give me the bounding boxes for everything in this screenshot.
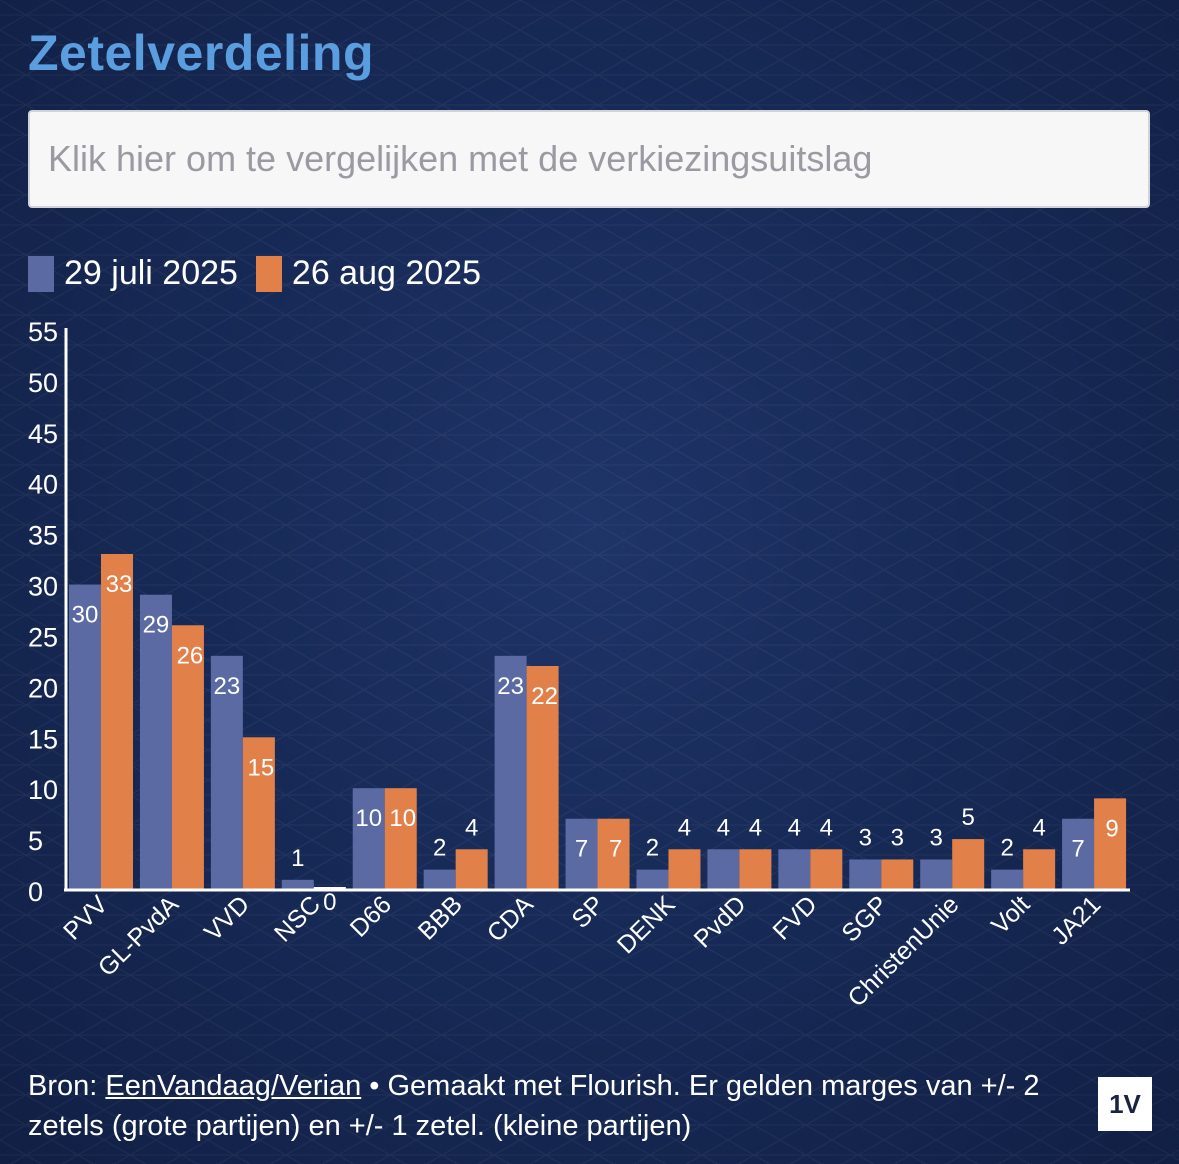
data-label: 0 — [323, 889, 336, 916]
legend-swatch-series-2 — [255, 255, 282, 292]
eenvandaag-logo: 1V — [1098, 1077, 1152, 1131]
data-label: 4 — [717, 814, 730, 841]
bar — [281, 879, 314, 890]
data-label: 10 — [389, 805, 416, 832]
y-tick-label: 30 — [28, 572, 58, 602]
legend-item-series-1[interactable]: 29 juli 2025 — [28, 254, 238, 293]
x-tick-label: Volt — [986, 890, 1035, 939]
compare-election-result-button[interactable]: Klik hier om te vergelijken met de verki… — [28, 110, 1150, 208]
bar — [1094, 798, 1127, 890]
data-label: 4 — [788, 814, 801, 841]
data-label: 10 — [355, 805, 382, 832]
data-label: 33 — [106, 571, 133, 598]
bar — [384, 788, 417, 890]
bar — [991, 869, 1024, 890]
bar — [423, 869, 456, 890]
data-label: 9 — [1105, 815, 1118, 842]
bar — [952, 839, 985, 890]
bar — [636, 869, 669, 890]
x-tick-label: BBB — [413, 890, 468, 945]
data-label: 7 — [575, 836, 588, 863]
y-tick-label: 50 — [28, 368, 58, 398]
bar — [849, 859, 882, 890]
x-tick-label: PVV — [58, 890, 113, 945]
bar — [810, 849, 843, 890]
bar — [1023, 849, 1056, 890]
y-tick-label: 45 — [28, 419, 58, 449]
data-label: 1 — [291, 845, 304, 872]
legend-swatch-series-1 — [28, 255, 54, 292]
bar — [1062, 818, 1095, 890]
y-tick-label: 20 — [28, 673, 58, 703]
source-link[interactable]: EenVandaag/Verian — [105, 1070, 362, 1102]
x-tick-label: DENK — [612, 890, 681, 959]
bar — [139, 594, 172, 890]
data-label: 3 — [859, 824, 872, 851]
data-label: 23 — [497, 673, 524, 700]
y-tick-label: 10 — [28, 775, 58, 805]
bar — [210, 655, 243, 890]
data-label: 4 — [678, 814, 691, 841]
data-label: 22 — [531, 683, 558, 710]
data-label: 15 — [248, 754, 275, 781]
x-tick-label: NSC — [269, 890, 326, 947]
y-tick-label: 40 — [28, 470, 58, 500]
data-label: 30 — [72, 602, 99, 629]
x-tick-label: CDA — [482, 890, 539, 947]
x-tick-label: FVD — [767, 890, 822, 945]
x-tick-label: D66 — [345, 890, 397, 942]
data-label: 2 — [646, 835, 659, 862]
bar — [455, 849, 488, 890]
x-tick-label: JA21 — [1046, 890, 1106, 950]
x-tick-label: SP — [566, 890, 609, 933]
bar — [69, 584, 101, 890]
page-title: Zetelverdeling — [28, 25, 374, 81]
data-label: 4 — [820, 814, 833, 841]
y-tick-label: 35 — [28, 521, 58, 551]
bar — [668, 849, 701, 890]
x-tick-label: PvdD — [689, 890, 752, 953]
data-label: 7 — [1071, 836, 1084, 863]
data-label: 23 — [214, 673, 241, 700]
chart-legend: 29 juli 2025 26 aug 2025 — [28, 254, 499, 293]
bar — [881, 859, 914, 890]
x-tick-label: VVD — [199, 890, 255, 946]
bar — [565, 818, 598, 890]
data-label: 7 — [609, 836, 622, 863]
data-label: 4 — [465, 814, 478, 841]
data-label: 29 — [143, 612, 170, 639]
source-prefix: Bron: — [28, 1070, 106, 1102]
x-tick-label: SGP — [836, 890, 893, 947]
bar — [778, 849, 811, 890]
data-label: 5 — [962, 804, 975, 831]
data-label: 4 — [749, 814, 762, 841]
data-label: 4 — [1032, 814, 1045, 841]
legend-label-series-1: 29 juli 2025 — [64, 254, 238, 292]
bar — [707, 849, 740, 890]
data-label: 2 — [1000, 835, 1013, 862]
seat-distribution-chart: 05101520253035404550553033PVV2926GL-PvdA… — [28, 317, 1127, 959]
y-tick-label: 25 — [28, 622, 58, 652]
y-tick-label: 0 — [28, 877, 43, 907]
bar — [597, 818, 630, 890]
legend-label-series-2: 26 aug 2025 — [291, 254, 481, 292]
bar — [739, 849, 772, 890]
bar — [494, 655, 527, 890]
bar — [242, 737, 275, 890]
bar — [352, 788, 385, 890]
y-tick-label: 5 — [28, 826, 43, 856]
data-label: 3 — [891, 824, 904, 851]
y-tick-label: 55 — [28, 317, 58, 347]
chart-footer: Bron: EenVandaag/Verian • Gemaakt met Fl… — [28, 1066, 1048, 1146]
data-label: 26 — [177, 642, 204, 669]
bar — [526, 666, 559, 890]
y-tick-label: 15 — [28, 724, 58, 754]
legend-item-series-2[interactable]: 26 aug 2025 — [255, 254, 481, 293]
bar — [920, 859, 953, 890]
bar — [171, 625, 204, 890]
data-label: 2 — [433, 835, 446, 862]
data-label: 3 — [930, 824, 943, 851]
footer-note: • Gemaakt met Flourish. Er gelden marges… — [28, 1070, 1040, 1142]
bar — [101, 554, 133, 890]
